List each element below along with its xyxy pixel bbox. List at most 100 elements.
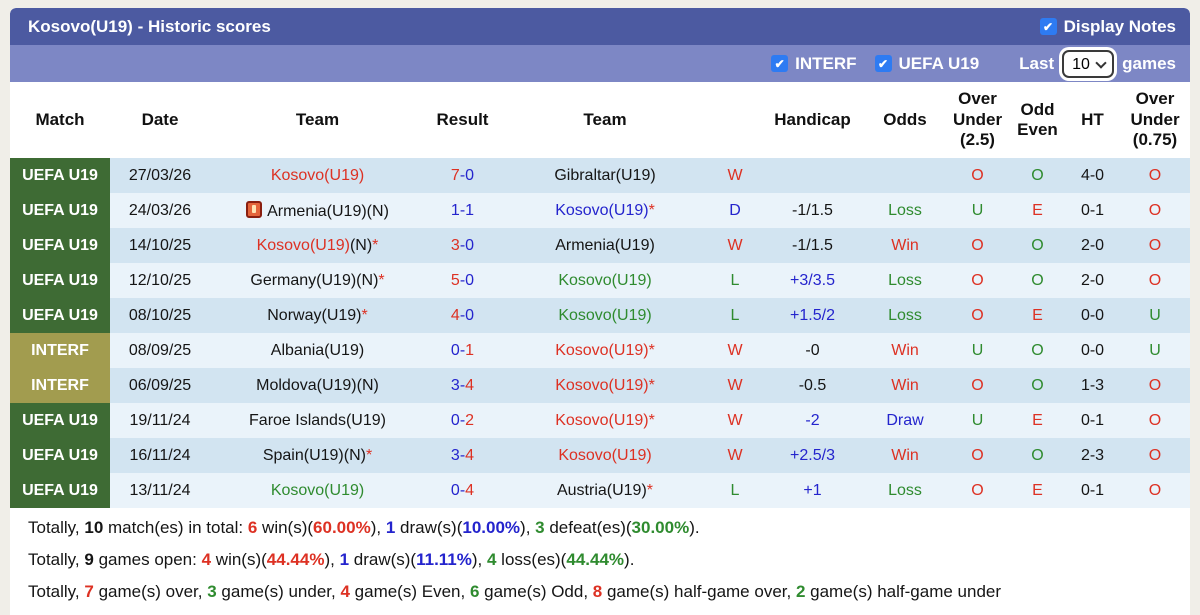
handicap-cell: -1/1.5: [792, 236, 833, 254]
team-name: Faroe Islands(U19): [249, 411, 386, 429]
team-name: Kosovo(U19): [558, 271, 652, 289]
result-cell: 0-2: [425, 403, 500, 438]
team-star-icon: *: [648, 376, 655, 394]
result-cell: 0-4: [425, 473, 500, 508]
table-row: UEFA U19 19/11/24 Faroe Islands(U19) 0-2 Kos…: [10, 403, 1190, 438]
handicap-cell: -0: [805, 341, 820, 359]
team-name: Moldova(U19)(N): [256, 376, 379, 394]
team-name: Kosovo(U19): [555, 376, 649, 394]
team-name: Kosovo(U19): [555, 201, 649, 219]
score-dash: -: [459, 306, 466, 324]
date-cell: 08/10/25: [128, 306, 192, 324]
competition-badge: INTERF: [10, 368, 110, 403]
odd-even-cell: E: [1032, 481, 1043, 499]
home-team-cell: Faroe Islands(U19): [210, 403, 425, 438]
interf-label: INTERF: [795, 53, 857, 73]
column-header-7: Handicap: [760, 82, 865, 158]
result-cell: 1-1: [425, 193, 500, 228]
interf-toggle[interactable]: ✔ INTERF: [771, 53, 857, 74]
wdl-cell: L: [730, 271, 740, 289]
result-cell: 0-1: [425, 333, 500, 368]
team-name: Armenia(U19): [555, 236, 655, 254]
odd-even-cell: O: [1031, 271, 1044, 289]
team-name: Gibraltar(U19): [554, 166, 656, 184]
competition-badge: UEFA U19: [10, 438, 110, 473]
ht-cell: 4-0: [1080, 166, 1105, 184]
summary-part: 7: [84, 582, 94, 601]
home-team-cell: Kosovo(U19): [210, 473, 425, 508]
over-under-075-cell: O: [1148, 376, 1162, 394]
summary-part: Totally,: [28, 550, 85, 569]
wdl-cell: W: [727, 411, 743, 429]
score-dash: -: [459, 411, 466, 429]
odds-cell: [865, 158, 945, 193]
team-name: Albania(U19): [270, 341, 365, 359]
last-games-select[interactable]: 10: [1064, 52, 1113, 76]
home-team-cell: Spain(U19)(N)*: [210, 438, 425, 473]
column-header-4: Result: [425, 82, 500, 158]
home-score: 0: [450, 481, 460, 499]
team-star-icon: *: [361, 306, 368, 324]
summary-line: Totally, 7 game(s) over, 3 game(s) under…: [28, 576, 1190, 608]
over-under-25-cell: U: [971, 411, 984, 429]
summary-part: ),: [370, 518, 386, 537]
summary-line: Totally, 9 games open: 4 win(s)(44.44%),…: [28, 544, 1190, 576]
ht-cell: 1-3: [1080, 376, 1105, 394]
team-name: Kosovo(U19): [270, 481, 365, 499]
away-score: 0: [465, 306, 475, 324]
date-cell: 08/09/25: [128, 341, 192, 359]
column-header-9: Over Under (2.5): [945, 82, 1010, 158]
ht-cell: 0-1: [1080, 201, 1105, 219]
summary-part: defeat(es)(: [544, 518, 632, 537]
historic-scores-table: Match Date Team Result Team Handicap Odds Over …: [10, 82, 1190, 508]
over-under-075-cell: O: [1148, 446, 1162, 464]
summary-section: Totally, 10 match(es) in total: 6 win(s)…: [10, 508, 1190, 615]
home-score: 0: [450, 341, 460, 359]
filter-bar: ✔ INTERF ✔ UEFA U19 Last 10 games: [10, 45, 1190, 82]
home-score: 3: [450, 446, 460, 464]
table-row: UEFA U19 08/10/25 Norway(U19)* 4-0 Kosovo(U1…: [10, 298, 1190, 333]
team-name: Kosovo(U19): [555, 341, 649, 359]
summary-part: 10: [84, 518, 104, 537]
display-notes-toggle[interactable]: ✔ Display Notes: [1039, 17, 1176, 37]
uefa-u19-toggle[interactable]: ✔ UEFA U19: [874, 54, 979, 74]
odd-even-cell: O: [1031, 166, 1044, 184]
team-star-icon: *: [648, 411, 655, 429]
over-under-075-cell: U: [1149, 341, 1161, 359]
summary-part: 4: [340, 582, 350, 601]
over-under-25-cell: O: [971, 376, 984, 394]
column-header-2: Date: [110, 82, 210, 158]
last-label: Last: [1019, 53, 1055, 73]
handicap-cell: +2.5/3: [790, 446, 835, 464]
result-cell: 3-4: [425, 368, 500, 403]
table-row: UEFA U19 27/03/26 Kosovo(U19) 7-0 Gibraltar(…: [10, 158, 1190, 193]
ht-cell: 2-3: [1080, 446, 1105, 464]
odds-cell: Loss: [888, 271, 922, 289]
interf-checkbox[interactable]: ✔: [771, 55, 789, 72]
summary-part: 4: [201, 550, 212, 569]
score-dash: -: [459, 236, 466, 254]
away-team-cell: Gibraltar(U19): [500, 158, 710, 193]
odd-even-cell: E: [1032, 201, 1043, 219]
summary-part: match(es) in total:: [103, 518, 248, 537]
column-header-11: HT: [1065, 82, 1120, 158]
table-row: INTERF 08/09/25 Albania(U19) 0-1 Kosovo(U19)…: [10, 333, 1190, 368]
home-team-cell: Kosovo(U19): [210, 158, 425, 193]
home-score: 0: [450, 411, 460, 429]
ht-cell: 0-1: [1080, 411, 1105, 429]
summary-part: draw(s)(: [395, 518, 463, 537]
home-score: 5: [450, 271, 460, 289]
team-name: Armenia(U19)(N): [267, 202, 389, 220]
handicap-cell: +1: [803, 481, 822, 499]
odd-even-cell: O: [1031, 446, 1044, 464]
away-score: 4: [465, 376, 475, 394]
handicap-cell: -1/1.5: [792, 201, 833, 219]
over-under-075-cell: O: [1148, 166, 1162, 184]
result-cell: 5-0: [425, 263, 500, 298]
away-team-cell: Kosovo(U19)*: [500, 333, 710, 368]
date-cell: 12/10/25: [128, 271, 192, 289]
display-notes-checkbox[interactable]: ✔: [1039, 18, 1057, 35]
uefa-u19-checkbox[interactable]: ✔: [874, 55, 892, 72]
summary-part: 6: [469, 582, 480, 601]
away-score: 4: [465, 446, 475, 464]
